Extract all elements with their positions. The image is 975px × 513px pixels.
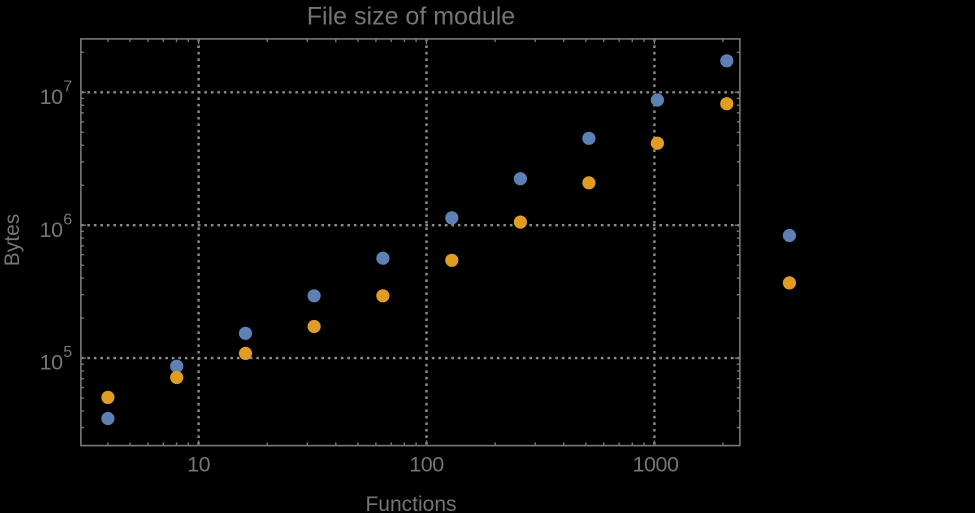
svg-text:10: 10 [40, 85, 63, 109]
svg-text:File size of module: File size of module [307, 3, 515, 31]
svg-text:10: 10 [40, 351, 63, 375]
svg-text:10: 10 [187, 453, 210, 477]
svg-text:6: 6 [63, 211, 72, 228]
svg-text:Functions: Functions [365, 493, 456, 513]
svg-text:5: 5 [63, 344, 72, 361]
svg-text:7: 7 [63, 78, 72, 95]
svg-text:10: 10 [40, 218, 63, 242]
svg-text:100: 100 [409, 453, 444, 477]
svg-text:Bytes: Bytes [1, 214, 24, 267]
svg-text:1000: 1000 [633, 453, 679, 477]
